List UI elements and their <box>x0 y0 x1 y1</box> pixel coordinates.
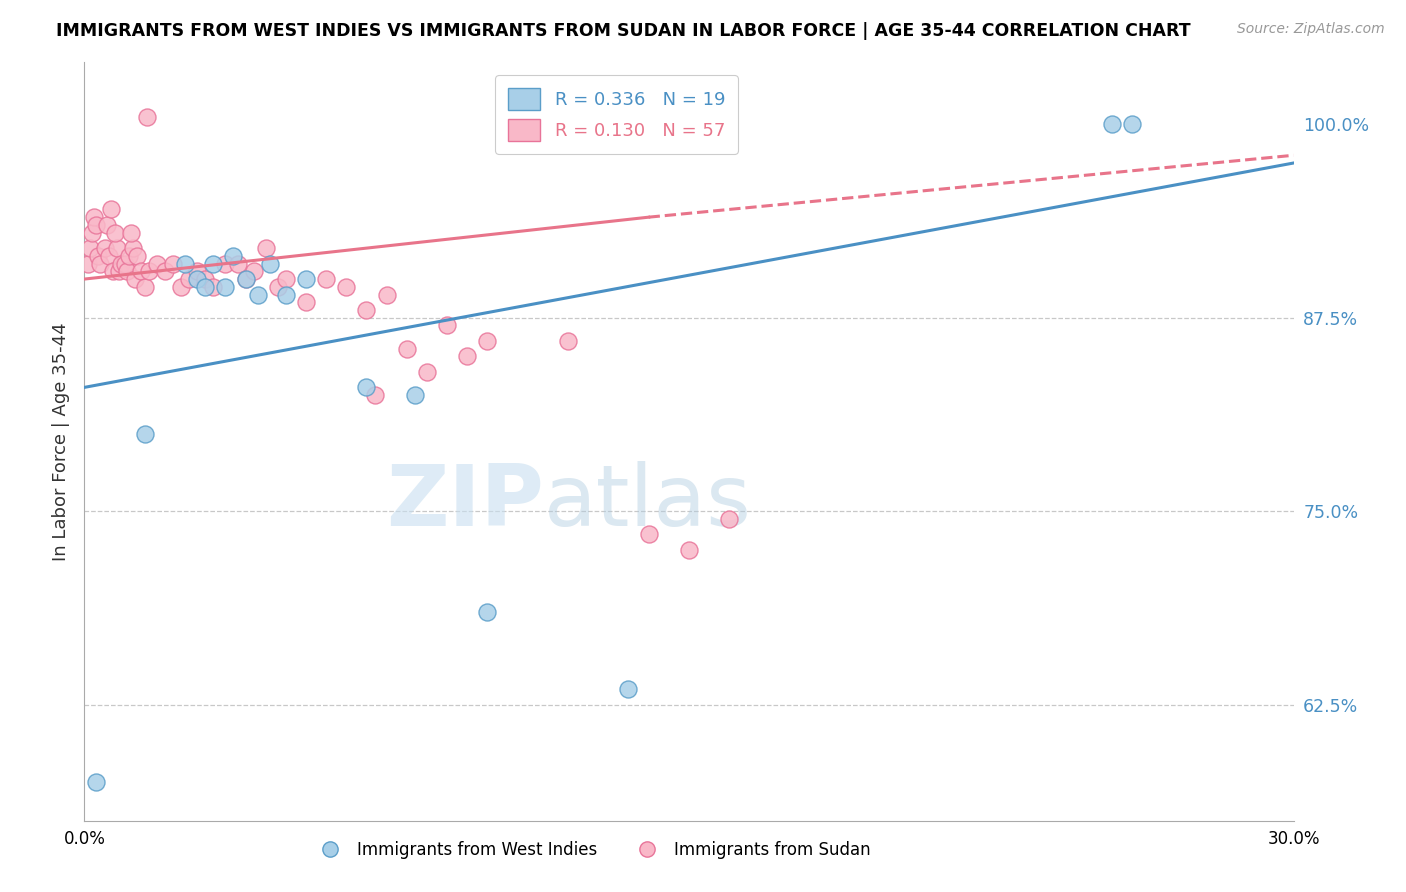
Point <box>335 280 357 294</box>
Point <box>557 334 579 348</box>
Point <box>202 257 225 271</box>
Point <box>356 303 378 318</box>
Point <box>77 257 100 271</box>
Point <box>162 257 184 271</box>
Point <box>125 249 148 263</box>
Point <box>718 512 741 526</box>
Point <box>363 388 385 402</box>
Point <box>86 218 108 232</box>
Point <box>138 264 160 278</box>
Point <box>153 264 176 278</box>
Point <box>617 682 640 697</box>
Point <box>259 257 281 271</box>
Point <box>100 202 122 217</box>
Y-axis label: In Labor Force | Age 35-44: In Labor Force | Age 35-44 <box>52 322 70 561</box>
Point <box>93 241 115 255</box>
Point <box>104 226 127 240</box>
Point <box>89 257 111 271</box>
Point <box>186 272 208 286</box>
Point <box>79 241 101 255</box>
Point <box>134 280 156 294</box>
Point <box>295 295 318 310</box>
Point <box>395 342 418 356</box>
Point <box>456 350 478 364</box>
Legend: Immigrants from West Indies, Immigrants from Sudan: Immigrants from West Indies, Immigrants … <box>307 834 877 865</box>
Point <box>214 280 236 294</box>
Point <box>124 272 146 286</box>
Point <box>129 264 152 278</box>
Point <box>274 272 297 286</box>
Point <box>105 241 128 255</box>
Point <box>1101 117 1123 131</box>
Point <box>254 241 277 255</box>
Point <box>186 264 208 278</box>
Point <box>274 287 297 301</box>
Point <box>246 287 269 301</box>
Text: ZIP: ZIP <box>387 460 544 544</box>
Point <box>107 264 129 278</box>
Point <box>134 426 156 441</box>
Point <box>202 280 225 294</box>
Point <box>477 334 499 348</box>
Point <box>87 249 110 263</box>
Point <box>120 226 142 240</box>
Point <box>114 257 136 271</box>
Point <box>146 257 169 271</box>
Point <box>416 365 439 379</box>
Point <box>267 280 290 294</box>
Point <box>82 226 104 240</box>
Point <box>375 287 398 301</box>
Point <box>235 272 257 286</box>
Point <box>226 257 249 271</box>
Text: Source: ZipAtlas.com: Source: ZipAtlas.com <box>1237 22 1385 37</box>
Point <box>214 257 236 271</box>
Point <box>83 210 105 224</box>
Point <box>86 775 108 789</box>
Point <box>436 318 458 333</box>
Point <box>110 257 132 271</box>
Point <box>174 257 197 271</box>
Point <box>96 218 118 232</box>
Point <box>1121 117 1143 131</box>
Point <box>135 110 157 124</box>
Point <box>404 388 426 402</box>
Point <box>179 272 201 286</box>
Point <box>222 249 245 263</box>
Text: atlas: atlas <box>544 460 752 544</box>
Point <box>477 605 499 619</box>
Text: IMMIGRANTS FROM WEST INDIES VS IMMIGRANTS FROM SUDAN IN LABOR FORCE | AGE 35-44 : IMMIGRANTS FROM WEST INDIES VS IMMIGRANT… <box>56 22 1191 40</box>
Point <box>115 264 138 278</box>
Point <box>121 241 143 255</box>
Point <box>315 272 337 286</box>
Point <box>118 249 141 263</box>
Point <box>637 527 659 541</box>
Point <box>242 264 264 278</box>
Point <box>194 272 217 286</box>
Point <box>194 280 217 294</box>
Point <box>97 249 120 263</box>
Point <box>295 272 318 286</box>
Point <box>235 272 257 286</box>
Point <box>101 264 124 278</box>
Point <box>678 542 700 557</box>
Point <box>170 280 193 294</box>
Point <box>356 380 378 394</box>
